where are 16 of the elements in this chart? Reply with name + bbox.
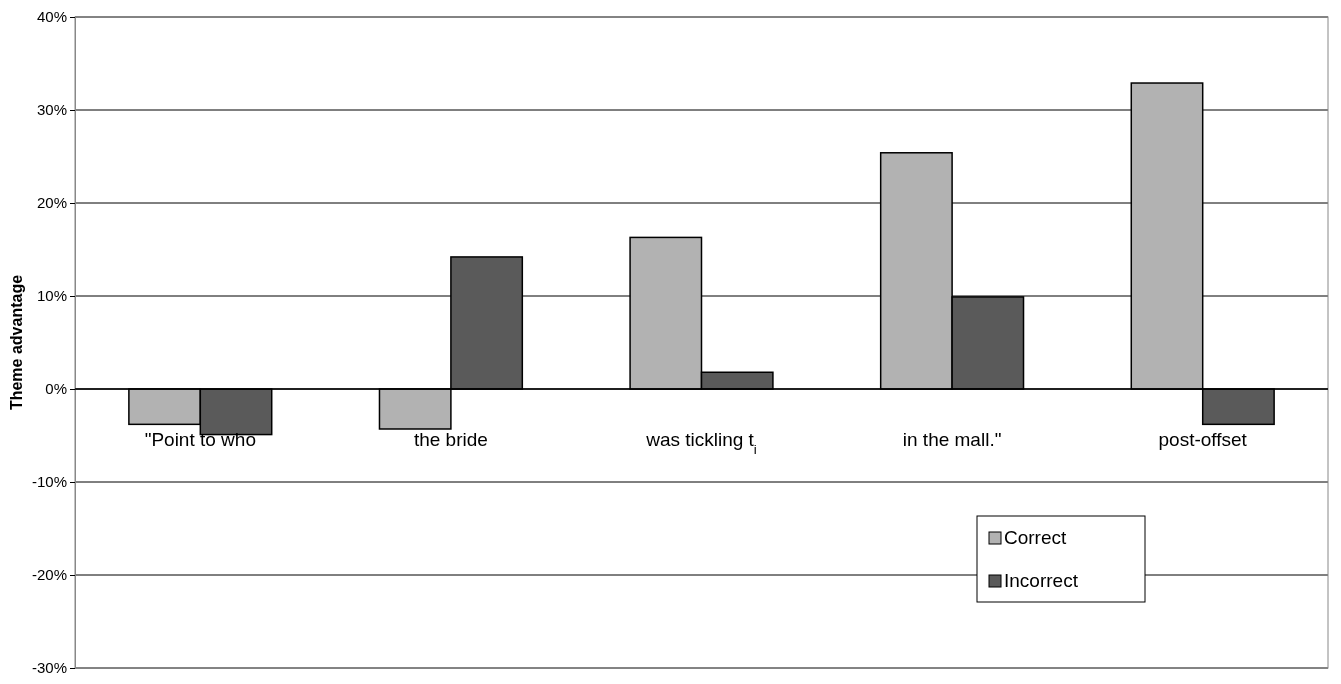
y-axis-title: Theme advantage bbox=[8, 274, 25, 411]
y-tick-label: 30% bbox=[36, 101, 67, 119]
x-tick-label: post-offset bbox=[1158, 429, 1248, 450]
x-tick-label: in the mall." bbox=[902, 429, 1002, 450]
x-tick-label: was tickling t$_{i}$ bbox=[645, 429, 757, 457]
y-tick-label: 10% bbox=[36, 287, 67, 305]
y-tick-label: -20% bbox=[31, 566, 67, 584]
y-tick-label: 0% bbox=[45, 380, 67, 398]
x-tick-label: "Point to who bbox=[144, 429, 256, 450]
legend-label: Correct bbox=[1004, 527, 1068, 548]
y-tick-label: 40% bbox=[36, 8, 67, 26]
legend-label: Incorrect bbox=[1004, 570, 1079, 591]
y-tick-label: -30% bbox=[31, 659, 67, 677]
y-tick-label: 20% bbox=[36, 194, 67, 212]
y-tick-label: -10% bbox=[31, 473, 67, 491]
x-tick-label: the bride bbox=[413, 429, 488, 450]
